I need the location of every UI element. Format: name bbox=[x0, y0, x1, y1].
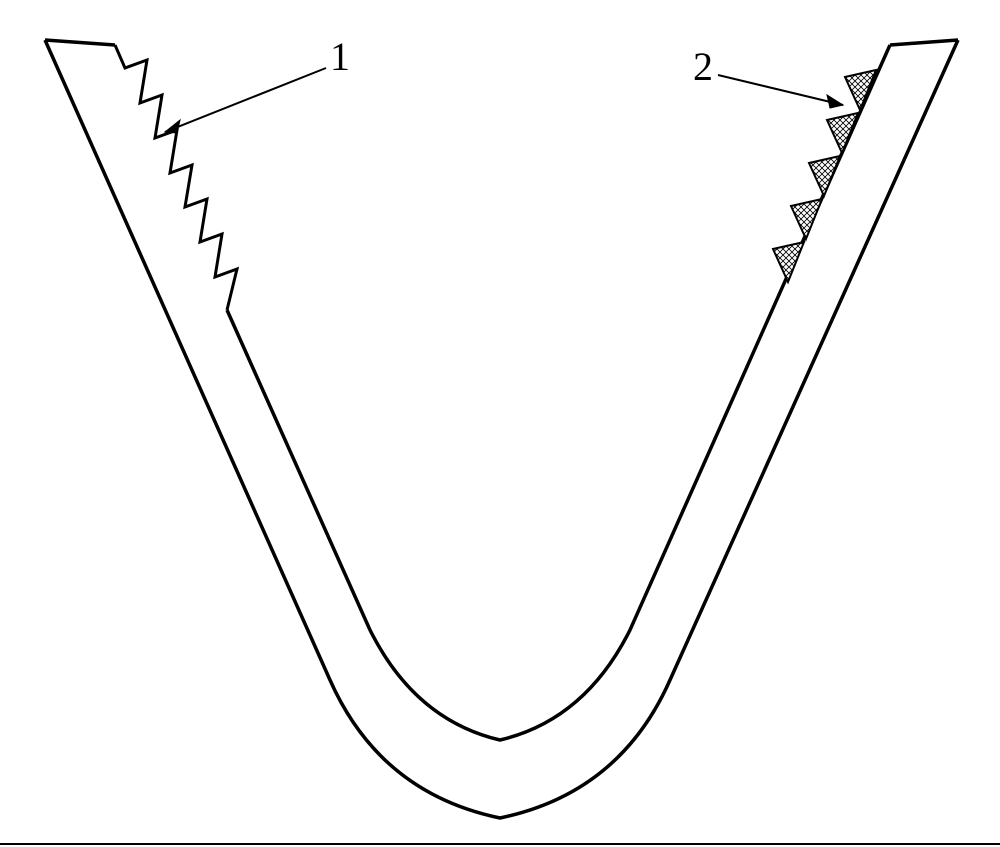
filled-triangle-2 bbox=[827, 113, 858, 153]
label-1-arrow-head bbox=[165, 120, 180, 133]
u-shape-inner bbox=[227, 45, 890, 740]
filled-triangle-4 bbox=[791, 199, 822, 239]
label-2-arrow-line bbox=[718, 75, 843, 105]
label-1-group: 1 bbox=[165, 34, 350, 133]
label-2-group: 2 bbox=[693, 44, 843, 108]
filled-triangles-group bbox=[773, 70, 876, 282]
label-2-text: 2 bbox=[693, 44, 713, 89]
label-1-text: 1 bbox=[330, 34, 350, 79]
ratchet-teeth bbox=[115, 45, 237, 310]
diagram-svg: 1 2 bbox=[0, 0, 1000, 847]
top-edge-left bbox=[45, 40, 115, 45]
u-shape-outer bbox=[45, 40, 958, 818]
filled-triangle-3 bbox=[809, 156, 840, 196]
label-2-arrow-head bbox=[827, 95, 843, 108]
top-edge-right bbox=[890, 40, 958, 45]
filled-triangle-5 bbox=[773, 242, 804, 282]
label-1-arrow-line bbox=[165, 68, 326, 132]
